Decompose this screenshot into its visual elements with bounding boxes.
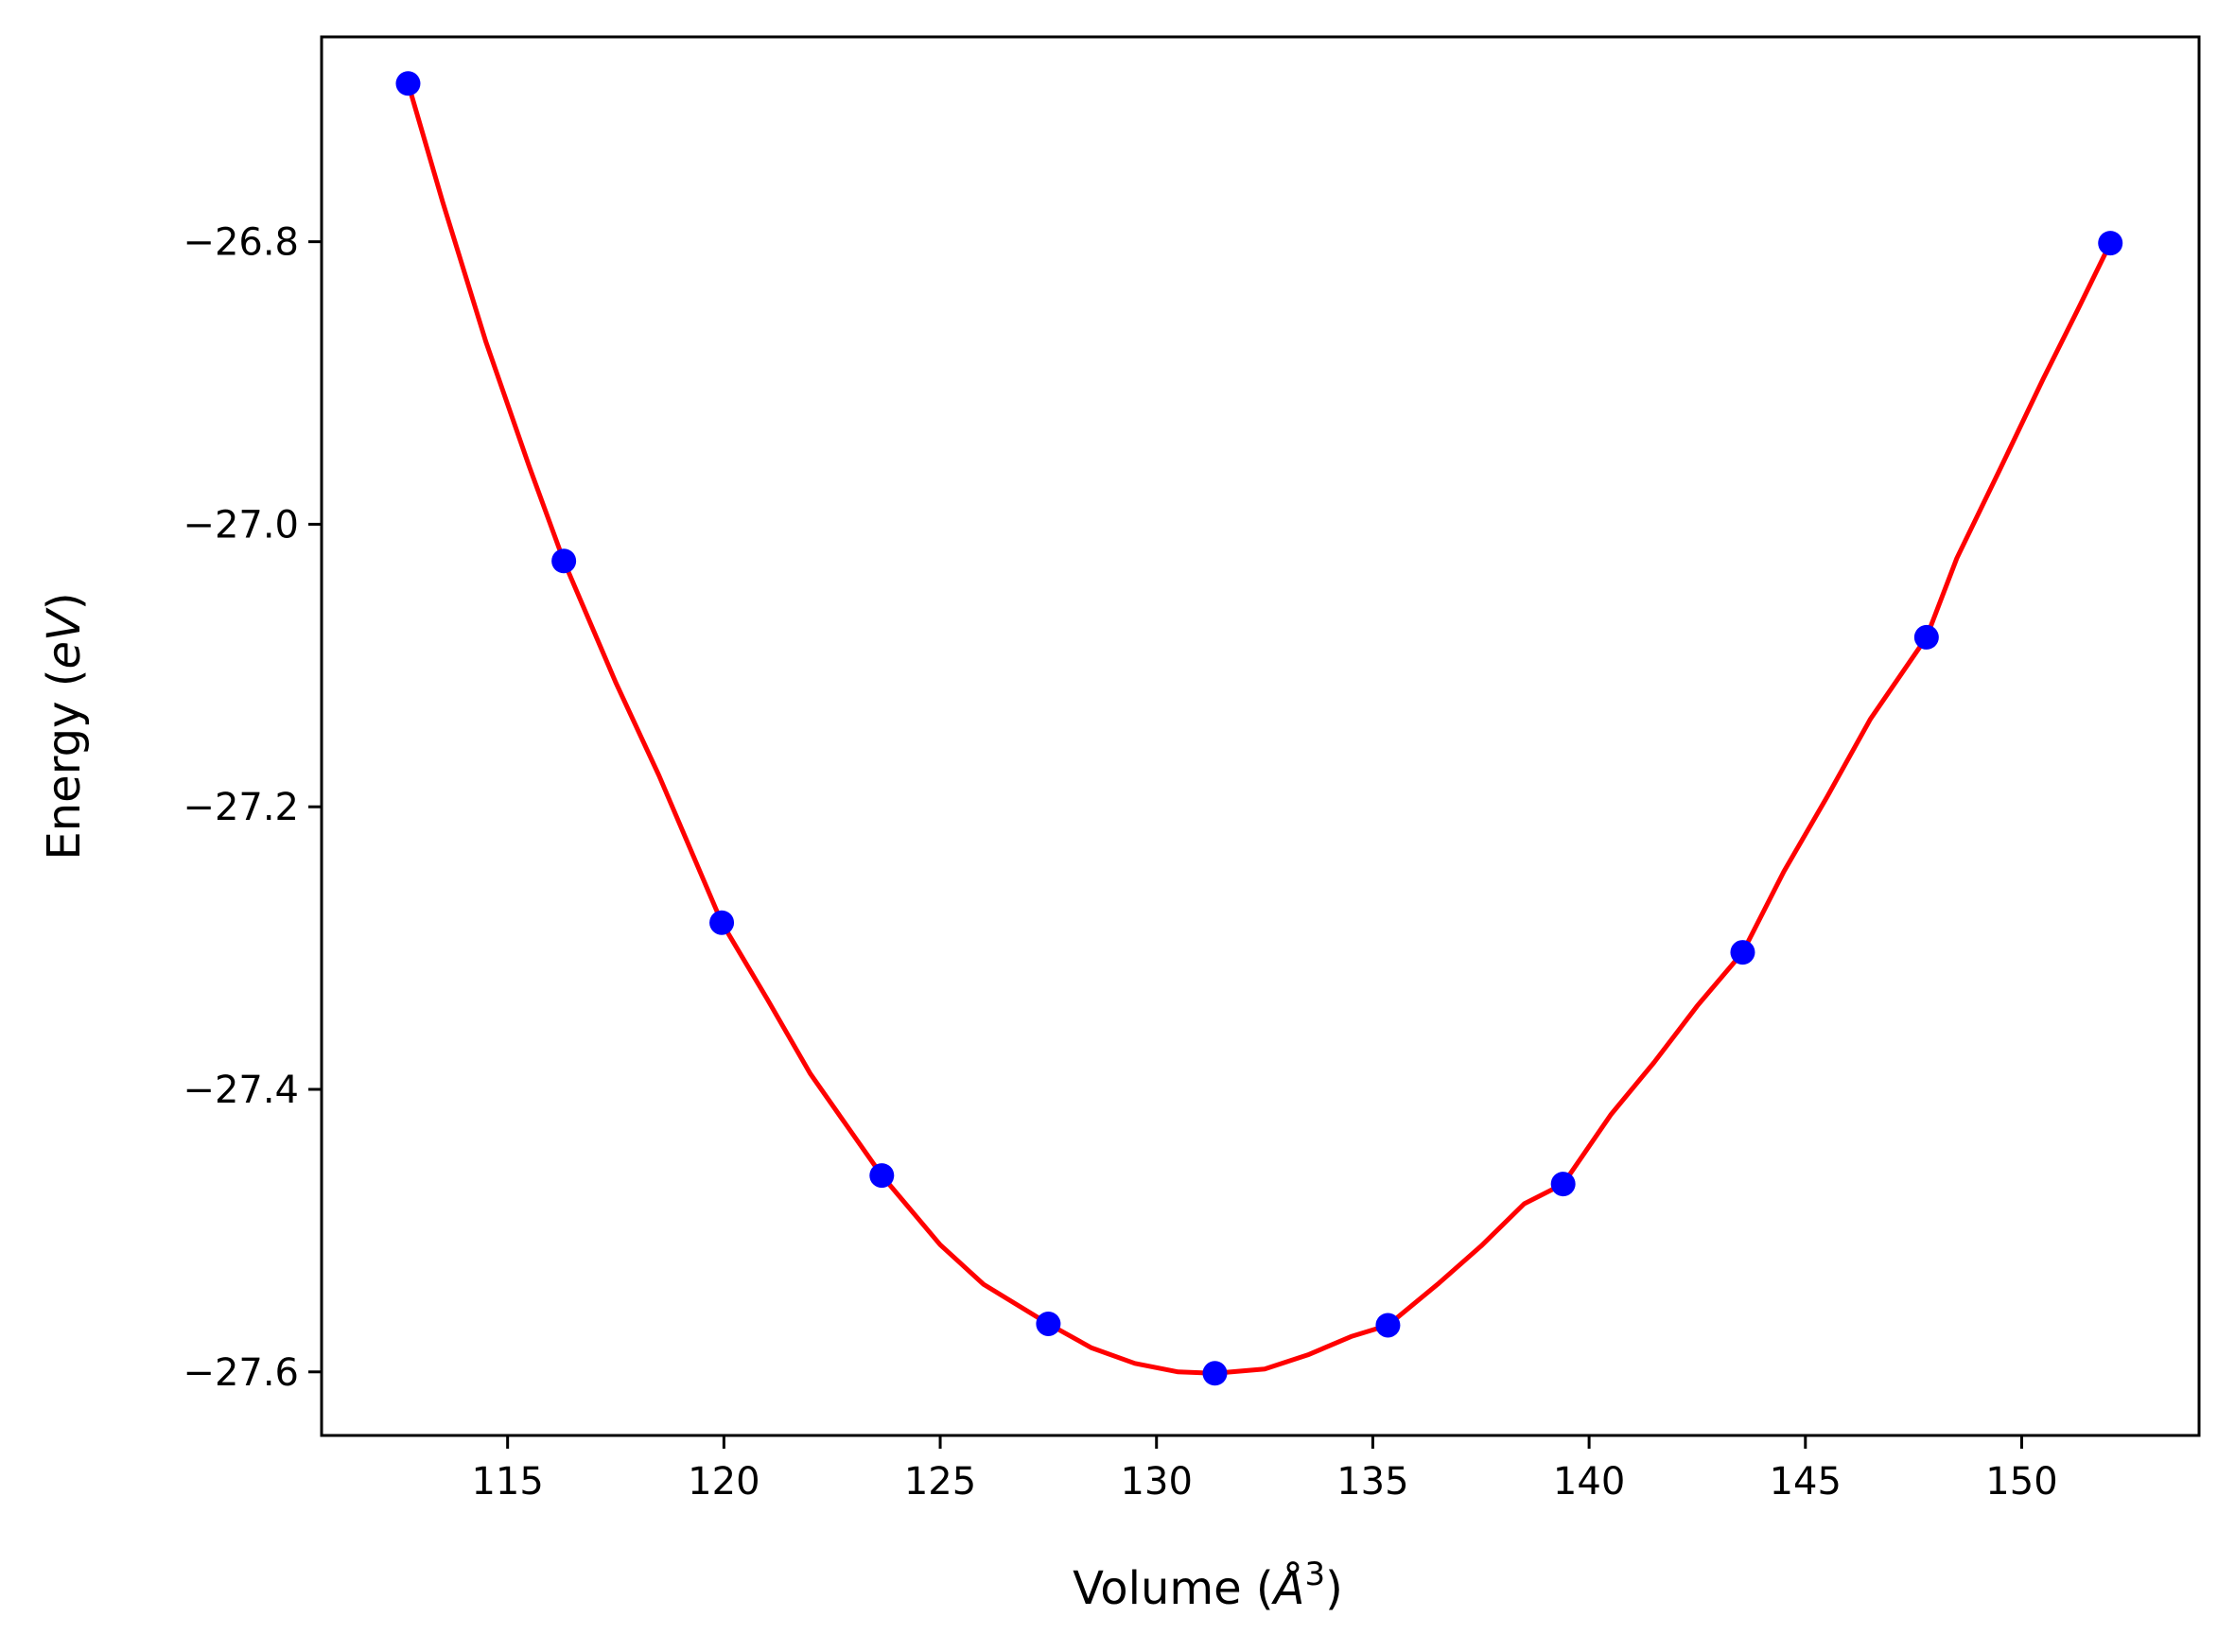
x-tick-label: 120: [688, 1460, 760, 1504]
data-point: [1913, 624, 1939, 650]
x-axis-ticks: 115 120 125 130 135 140 145 150: [471, 1435, 2058, 1504]
y-tick-label: −27.2: [183, 786, 299, 829]
data-point: [1730, 940, 1755, 965]
data-point: [1375, 1313, 1401, 1338]
data-point: [2098, 231, 2123, 256]
y-tick-label: −26.8: [183, 221, 299, 265]
data-points-layer: [395, 71, 2123, 1386]
data-point: [395, 71, 421, 96]
x-axis-label: Volume (Å3): [1073, 1556, 1343, 1615]
y-tick-label: −27.6: [183, 1351, 299, 1395]
y-axis-label: Energy (eV): [38, 592, 91, 860]
data-point: [1550, 1172, 1576, 1197]
data-point: [551, 548, 577, 574]
x-tick-label: 135: [1336, 1460, 1408, 1504]
y-axis-ticks: −26.8 −27.0 −27.2 −27.4 −27.6: [183, 221, 322, 1395]
y-tick-label: −27.0: [183, 503, 299, 547]
data-point: [1202, 1361, 1228, 1386]
data-point: [1036, 1311, 1061, 1336]
fit-curve-layer: [406, 80, 2113, 1376]
x-tick-label: 130: [1121, 1460, 1193, 1504]
x-tick-label: 125: [904, 1460, 976, 1504]
plot-frame: [320, 35, 2201, 1437]
x-tick-label: 145: [1770, 1460, 1842, 1504]
data-point: [709, 910, 735, 935]
data-point: [869, 1163, 895, 1189]
x-tick-label: 140: [1553, 1460, 1625, 1504]
x-tick-label: 115: [471, 1460, 543, 1504]
fit-curve: [406, 80, 2113, 1376]
y-tick-label: −27.4: [183, 1069, 299, 1112]
x-tick-label: 150: [1985, 1460, 2057, 1504]
